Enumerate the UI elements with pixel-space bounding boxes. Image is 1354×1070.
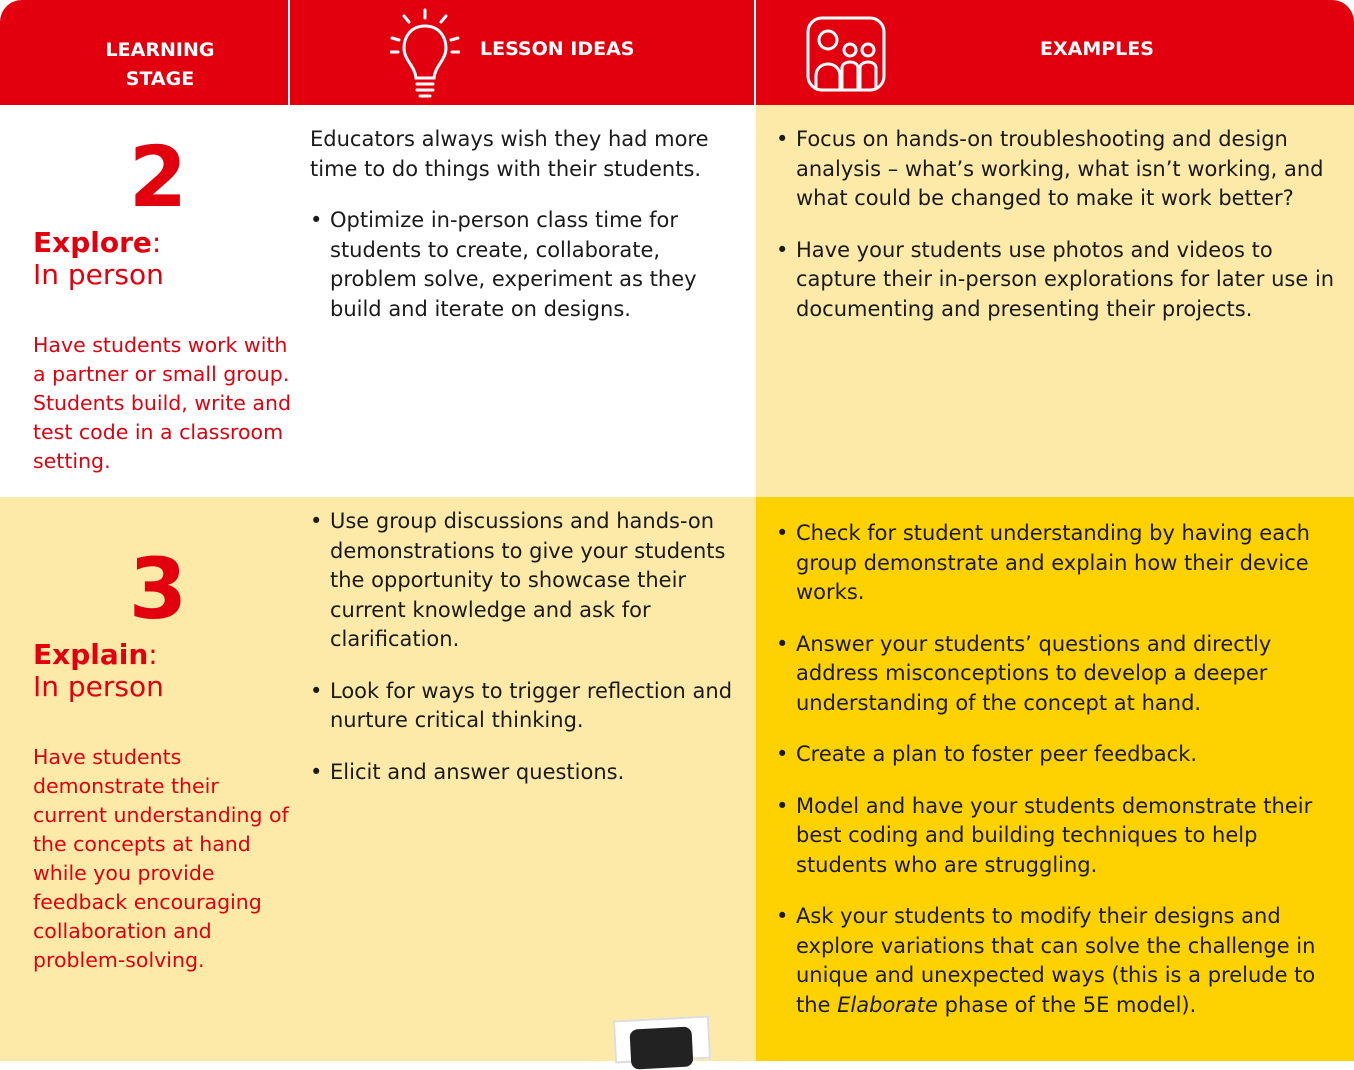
stage-number: 3 [128,540,188,638]
idea-item: Use group discussions and hands-on demon… [310,507,740,655]
stage-description: Have students demonstrate their current … [33,745,289,972]
example-text: Check for student understanding by havin… [796,521,1310,604]
example-text: Create a plan to foster peer feedback. [796,742,1198,766]
stage-description: Have students work with a partner or sma… [33,333,291,473]
stage-number: 2 [128,128,188,226]
example-item: Focus on hands-on troubleshooting and de… [776,125,1336,214]
example-text: Answer your students’ questions and dire… [796,631,1272,715]
example-text: Focus on hands-on troubleshooting and de… [796,127,1324,210]
example-item: Have your students use photos and videos… [776,236,1336,325]
photo-fragment [612,1015,712,1070]
header-cell: LEARNING STAGE [0,0,288,105]
example-text: Ask your students to modify their design… [796,904,1316,1017]
photo-device [629,1026,694,1070]
example-text: Model and have your students demonstrate… [796,793,1313,877]
idea-item: Elicit and answer questions. [310,758,740,788]
examples-list: Focus on hands-on troubleshooting and de… [776,125,1336,324]
idea-item: Look for ways to trigger reflection and … [310,677,740,736]
stage-title: Explain: In person [33,639,288,703]
header-label: EXAMPLES [1040,38,1154,60]
example-item: Model and have your students demonstrate… [776,792,1336,881]
header-label: LEARNING STAGE [105,39,215,90]
stage-title: Explore: In person [33,227,288,291]
people-icon [806,16,886,92]
stage-name: Explore [33,226,152,259]
stage-mode: In person [33,670,164,703]
lesson-ideas: Educators always wish they had more time… [310,125,740,346]
header-cell: EXAMPLES [756,0,1354,105]
stage-separator: : [148,638,158,671]
examples: Check for student understanding by havin… [776,519,1336,1042]
examples: Focus on hands-on troubleshooting and de… [776,125,1336,346]
ideas-list: Use group discussions and hands-on demon… [310,507,740,787]
header-cell: LESSON IDEAS [290,0,754,105]
idea-item: Optimize in-person class time for studen… [310,206,740,324]
lesson-ideas: Use group discussions and hands-on demon… [310,507,740,809]
example-text: phase of the 5E model). [937,992,1197,1017]
example-item: Ask your students to modify their design… [776,902,1336,1020]
example-emphasis: Elaborate [837,992,938,1017]
example-item: Check for student understanding by havin… [776,519,1336,608]
stage-name: Explain [33,638,149,671]
example-text: Have your students use photos and videos… [796,237,1335,321]
stage-mode: In person [33,258,164,291]
stage-cell: 2 Explore: In person Have students work wit… [33,128,291,476]
stage-separator: : [151,226,162,259]
ideas-list: Optimize in-person class time for studen… [310,206,740,324]
example-item: Create a plan to foster peer feedback. [776,740,1336,770]
stage-cell: 3 Explain: In person Have students demonstr… [33,540,289,975]
header-label: LESSON IDEAS [480,38,635,60]
examples-list: Check for student understanding by havin… [776,519,1336,1020]
ideas-intro: Educators always wish they had more time… [310,127,709,181]
example-item: Answer your students’ questions and dire… [776,630,1336,719]
lightbulb-icon [390,8,460,98]
